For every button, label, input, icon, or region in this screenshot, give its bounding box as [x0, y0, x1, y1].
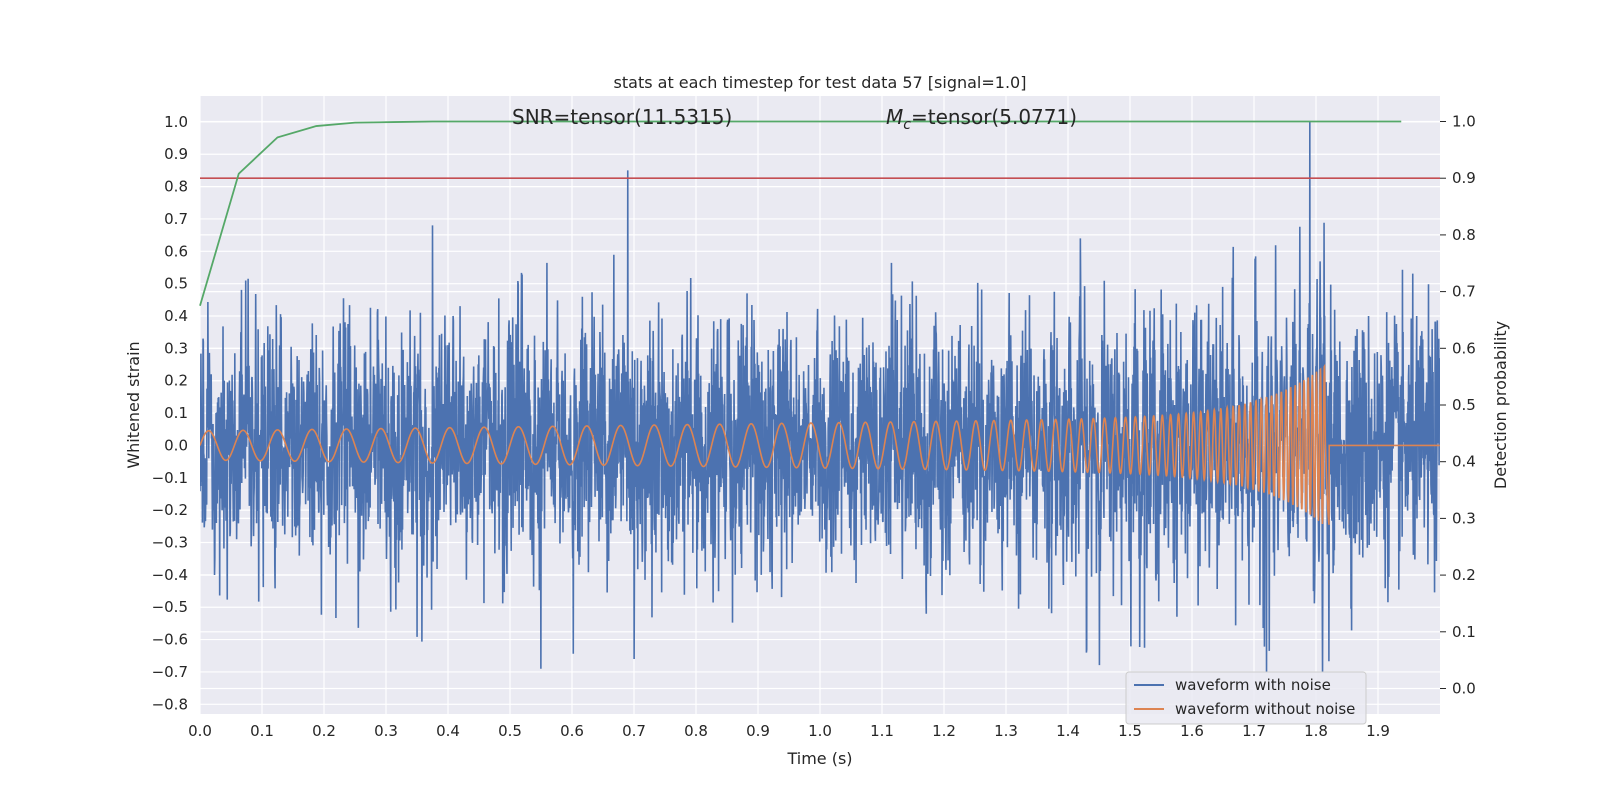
y-tick-label: 0.3 [164, 339, 188, 357]
y2-tick-label: 0.1 [1452, 623, 1476, 641]
y-tick-label: 0.9 [164, 145, 188, 163]
y-tick-label: 0.7 [164, 210, 188, 228]
y2-tick-label: 0.7 [1452, 283, 1476, 301]
y2-tick-labels: 0.0 0.1 0.2 0.3 0.4 0.5 0.6 0.7 0.8 0.9 1.0 [1440, 113, 1476, 697]
x-tick-label: 0.0 [188, 722, 212, 740]
y-tick-label: −0.4 [152, 566, 188, 584]
x-tick-label: 0.8 [684, 722, 708, 740]
y-tick-label: −0.6 [152, 631, 188, 649]
y-tick-label: 0.1 [164, 404, 188, 422]
snr-annotation: SNR=tensor(11.5315) [512, 105, 732, 129]
x-tick-label: 1.1 [870, 722, 894, 740]
y-tick-label: −0.7 [152, 663, 188, 681]
y-tick-label: −0.3 [152, 534, 188, 552]
x-tick-label: 0.9 [746, 722, 770, 740]
mc-symbol: M [886, 105, 903, 129]
y-tick-label: 0.8 [164, 178, 188, 196]
x-tick-label: 0.6 [560, 722, 584, 740]
x-tick-label: 1.8 [1304, 722, 1328, 740]
y-tick-label: −0.2 [152, 501, 188, 519]
legend: waveform with noise waveform without noi… [1125, 671, 1367, 725]
x-tick-label: 0.2 [312, 722, 336, 740]
x-tick-label: 0.3 [374, 722, 398, 740]
x-tick-label: 0.4 [436, 722, 460, 740]
y2-tick-label: 0.4 [1452, 453, 1476, 471]
y-tick-label: −0.1 [152, 469, 188, 487]
x-tick-label: 1.3 [994, 722, 1018, 740]
x-tick-label: 1.9 [1366, 722, 1390, 740]
y-tick-label: 0.2 [164, 372, 188, 390]
legend-label-noise: waveform with noise [1175, 676, 1331, 694]
x-tick-label: 1.7 [1242, 722, 1266, 740]
y2-tick-label: 0.3 [1452, 509, 1476, 527]
y-tick-label: 1.0 [164, 113, 188, 131]
y-tick-label: 0.5 [164, 275, 188, 293]
series-lines [199, 120, 1440, 673]
x-tick-label: 1.6 [1180, 722, 1204, 740]
series-waveform-without-noise [200, 363, 1440, 525]
x-tick-label: 1.2 [932, 722, 956, 740]
mc-annotation: Mc=tensor(5.0771) [886, 105, 1077, 133]
x-tick-label: 1.5 [1118, 722, 1142, 740]
x-tick-labels: 0.0 0.1 0.2 0.3 0.4 0.5 0.6 0.7 0.8 0.9 1.0 1.1 1.2 1… [188, 722, 1390, 740]
series-waveform-with-noise [200, 121, 1440, 673]
chart-title: stats at each timestep for test data 57 … [614, 73, 1027, 92]
legend-label-clean: waveform without noise [1175, 700, 1355, 718]
y-tick-label: −0.5 [152, 598, 188, 616]
y2-tick-label: 0.5 [1452, 396, 1476, 414]
x-tick-label: 1.0 [808, 722, 832, 740]
x-tick-label: 1.4 [1056, 722, 1080, 740]
y2-tick-label: 0.0 [1452, 679, 1476, 697]
y2-axis-label: Detection probability [1491, 321, 1510, 489]
y2-tick-label: 0.6 [1452, 339, 1476, 357]
x-tick-label: 0.5 [498, 722, 522, 740]
x-tick-label: 0.1 [250, 722, 274, 740]
mc-value: =tensor(5.0771) [911, 105, 1077, 129]
legend-box [1125, 671, 1367, 725]
y2-tick-label: 0.8 [1452, 226, 1476, 244]
x-tick-label: 0.7 [622, 722, 646, 740]
y-tick-label: −0.8 [152, 695, 188, 713]
x-axis-label: Time (s) [786, 749, 852, 768]
y-axis-label: Whitened strain [124, 341, 143, 468]
y-tick-label: 0.6 [164, 242, 188, 260]
y-tick-label: 0.0 [164, 436, 188, 454]
y2-tick-label: 1.0 [1452, 113, 1476, 131]
y2-tick-label: 0.9 [1452, 169, 1476, 187]
y-tick-label: 0.4 [164, 307, 188, 325]
mc-subscript: c [903, 117, 911, 133]
series-detection-probability [199, 120, 1402, 307]
y2-tick-label: 0.2 [1452, 566, 1476, 584]
y-tick-labels: −0.8 −0.7 −0.6 −0.5 −0.4 −0.3 −0.2 −0.1 0.0 0.1 0.… [152, 113, 188, 713]
